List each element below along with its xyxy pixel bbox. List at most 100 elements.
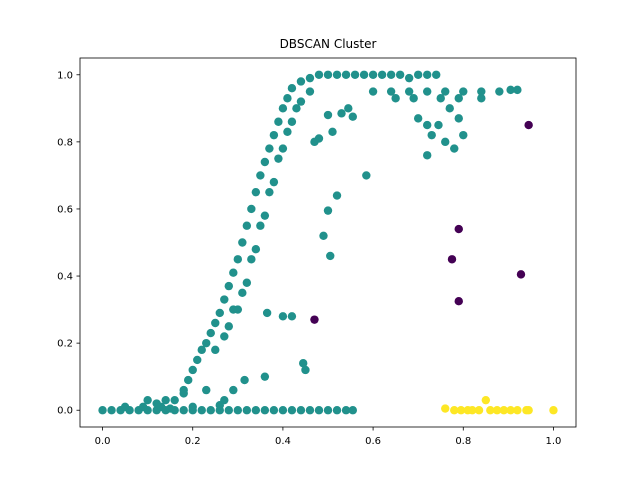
scatter-point <box>423 151 432 160</box>
scatter-point <box>409 94 418 103</box>
y-tick-label: 0.0 <box>57 406 73 417</box>
scatter-point <box>456 406 466 415</box>
scatter-point <box>296 77 306 86</box>
scatter-point <box>344 104 353 113</box>
scatter-point <box>441 87 450 96</box>
y-tick-label: 0.4 <box>57 272 73 283</box>
scatter-point <box>251 187 261 197</box>
scatter-point <box>524 120 533 130</box>
scatter-point <box>152 399 161 408</box>
scatter-point <box>423 70 432 79</box>
scatter-point <box>188 402 197 412</box>
scatter-point <box>251 245 261 254</box>
scatter-point <box>278 104 288 113</box>
scatter-point <box>260 157 270 167</box>
scatter-point <box>233 406 243 415</box>
scatter-point <box>238 288 247 298</box>
scatter-point <box>197 406 206 415</box>
scatter-point <box>305 406 315 415</box>
scatter-point <box>348 406 357 415</box>
scatter-point <box>506 85 515 95</box>
scatter-point <box>423 120 432 130</box>
scatter-point <box>454 94 463 103</box>
scatter-point <box>278 406 288 415</box>
scatter-point <box>247 255 256 264</box>
scatter-point <box>247 204 256 214</box>
y-tick-label: 0.8 <box>57 137 73 148</box>
scatter-point <box>242 406 252 415</box>
scatter-point <box>260 372 270 381</box>
scatter-point <box>454 297 463 306</box>
scatter-point <box>413 114 423 123</box>
scatter-point <box>215 401 224 410</box>
scatter-point <box>238 238 247 247</box>
scatter-point <box>202 338 211 348</box>
scatter-point <box>287 406 297 415</box>
scatter-point <box>220 295 229 304</box>
scatter-point <box>450 406 459 415</box>
axes: 0.0 0.2 0.4 0.6 0.8 1.0 0.0 0.2 0.4 0.6 0.8 1.0 <box>57 57 577 447</box>
y-tick-label: 0.6 <box>57 204 73 215</box>
scatter-point <box>224 406 233 415</box>
scatter-point <box>436 94 445 103</box>
scatter-point <box>233 255 243 264</box>
scatter-point <box>260 406 270 415</box>
scatter-point <box>445 104 454 113</box>
scatter-point <box>184 375 193 385</box>
scatter-point <box>362 171 371 180</box>
scatter-point <box>404 73 414 83</box>
scatter-point <box>506 406 515 415</box>
scatter-point <box>474 406 484 415</box>
scatter-point <box>468 406 477 415</box>
scatter-point <box>524 406 533 415</box>
scatter-points <box>98 70 558 415</box>
scatter-point <box>459 87 468 96</box>
scatter-point <box>368 70 378 79</box>
x-tick-label: 0.8 <box>455 436 471 447</box>
scatter-point <box>98 406 107 415</box>
scatter-point <box>454 224 463 234</box>
scatter-point <box>328 127 337 136</box>
scatter-point <box>454 114 463 123</box>
scatter-point <box>242 221 252 230</box>
scatter-point <box>165 404 175 413</box>
scatter-point <box>193 355 202 365</box>
scatter-point <box>274 154 283 163</box>
scatter-point <box>459 130 468 140</box>
scatter-point <box>301 365 310 375</box>
scatter-point <box>278 144 288 153</box>
x-tick-label: 1.0 <box>546 436 562 447</box>
scatter-point <box>413 70 423 79</box>
scatter-point <box>233 305 243 314</box>
y-tick-label: 0.2 <box>57 339 73 350</box>
scatter-point <box>441 137 450 147</box>
scatter-point <box>386 70 396 79</box>
scatter-point <box>299 359 308 368</box>
scatter-point <box>242 278 252 287</box>
scatter-point <box>395 70 405 79</box>
scatter-point <box>269 130 279 140</box>
y-tick-label: 1.0 <box>57 70 73 81</box>
scatter-point <box>337 109 346 118</box>
scatter-point <box>188 365 197 375</box>
scatter-point <box>211 345 220 355</box>
scatter-point <box>314 70 324 79</box>
scatter-point <box>211 318 220 328</box>
scatter-point <box>251 406 261 415</box>
scatter-point <box>495 87 504 96</box>
scatter-point <box>348 112 357 121</box>
scatter-point <box>296 406 306 415</box>
scatter-point <box>305 87 315 96</box>
scatter-point <box>274 117 283 126</box>
scatter-point <box>323 110 333 120</box>
scatter-point <box>377 70 387 79</box>
scatter-point <box>477 87 486 96</box>
scatter-point <box>323 206 333 215</box>
scatter-point <box>492 406 502 415</box>
scatter-point <box>179 389 188 398</box>
scatter-point <box>283 127 292 136</box>
scatter-point <box>220 332 229 341</box>
scatter-point <box>224 281 233 291</box>
scatter-point <box>287 83 297 93</box>
scatter-point <box>265 187 274 197</box>
